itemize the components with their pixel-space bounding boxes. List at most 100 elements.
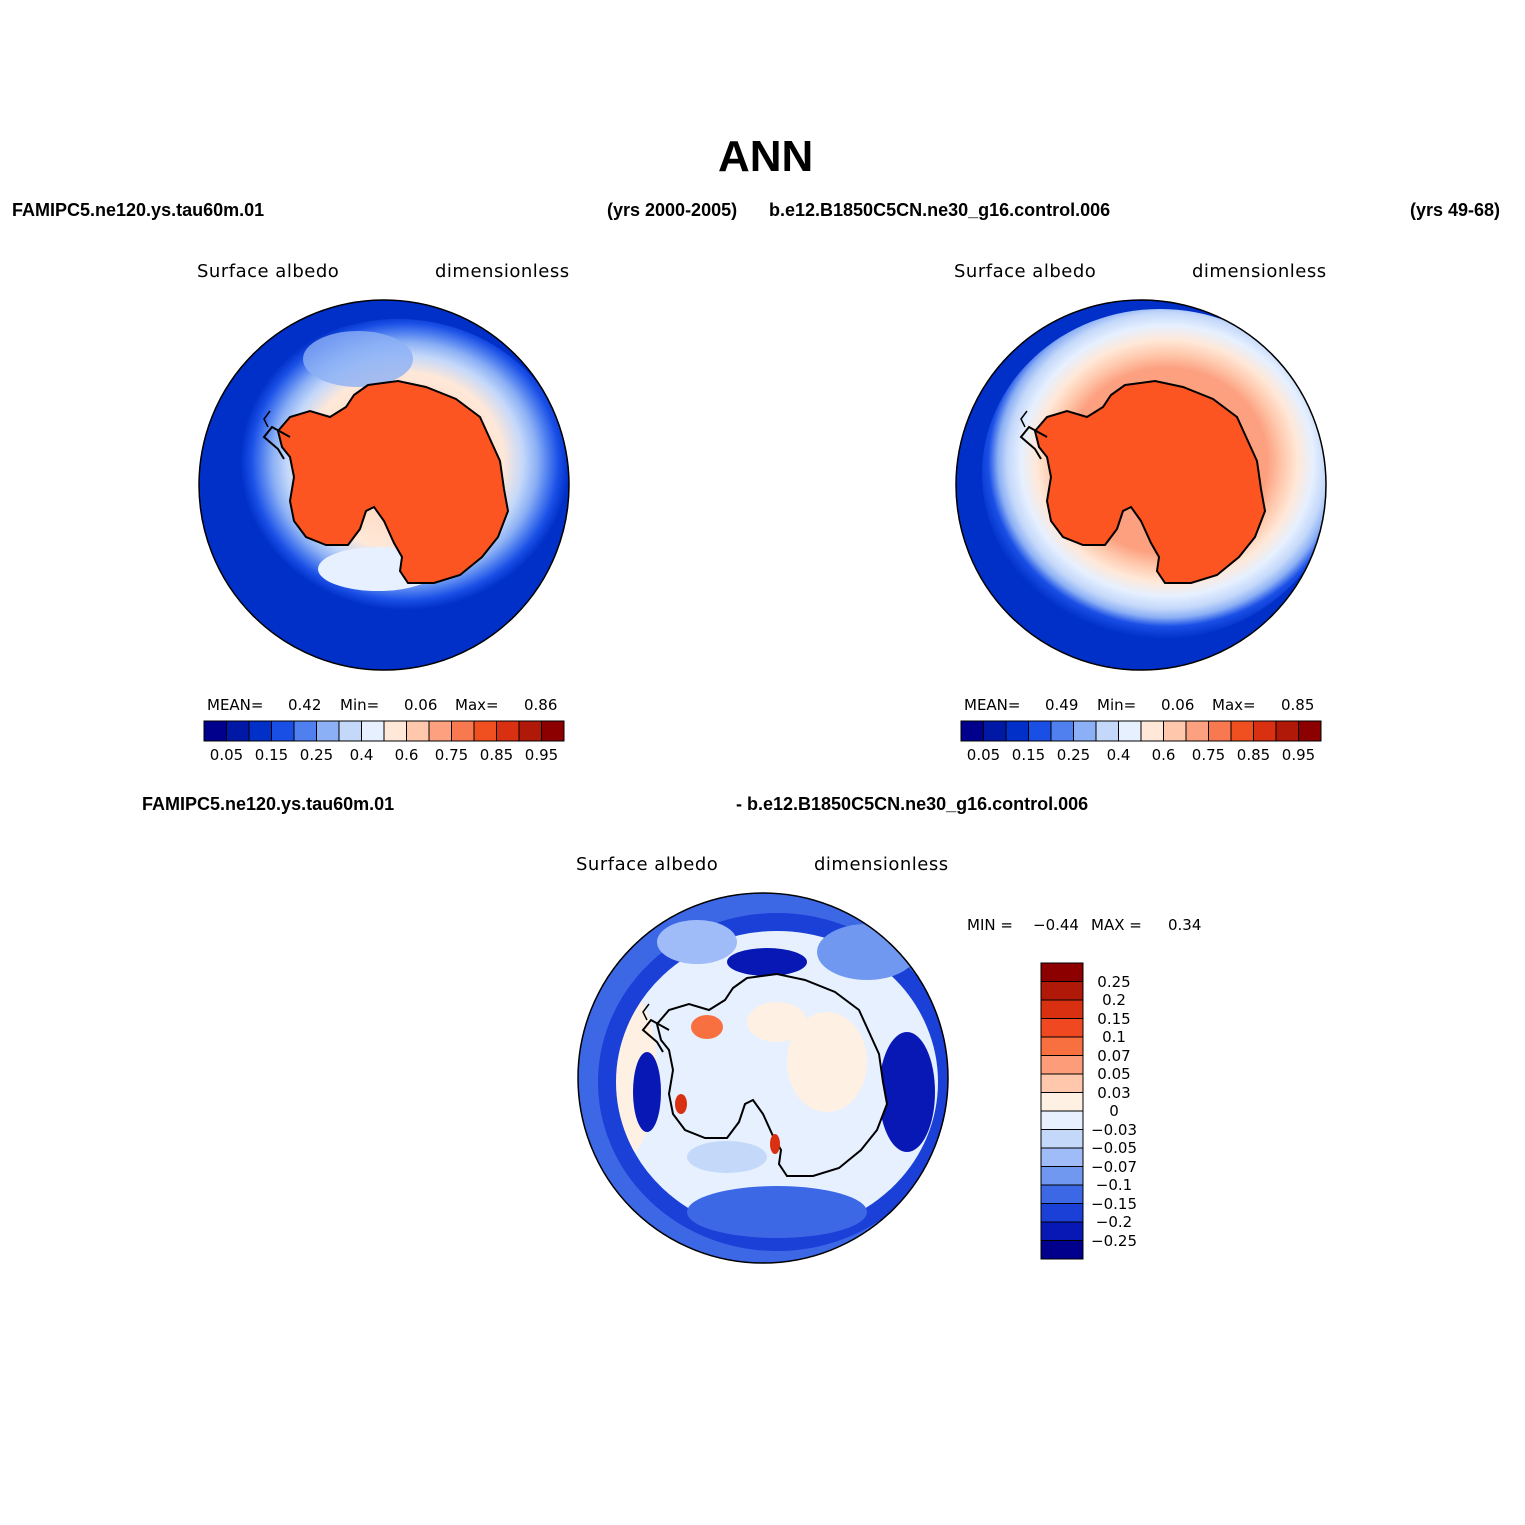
colorbar-tick-label: −0.1	[1095, 1176, 1133, 1194]
colorbar-tick-label: −0.25	[1091, 1231, 1137, 1250]
colorbar-swatch	[1208, 720, 1232, 742]
colorbar-swatch	[1040, 1110, 1084, 1130]
colorbar-tick-label: 0.1	[1102, 1028, 1126, 1046]
test-max-value: 0.86	[524, 696, 558, 714]
colorbar-swatch	[1040, 962, 1084, 982]
colorbar-swatch	[1050, 720, 1074, 742]
colorbar-swatch	[1040, 1166, 1084, 1186]
diff-max-value: 0.34	[1168, 916, 1202, 934]
colorbar-tick-label: −0.2	[1095, 1213, 1133, 1231]
colorbar-tick-label: 0.25	[1056, 746, 1091, 764]
colorbar-swatch	[1040, 1129, 1084, 1149]
control-mean-label: MEAN=	[964, 696, 1021, 714]
colorbar-swatch	[1040, 1018, 1084, 1038]
control-case-label: b.e12.B1850C5CN.ne30_g16.control.006	[769, 200, 1111, 220]
colorbar-tick-label: 0.05	[209, 746, 244, 764]
colorbar-swatch	[1095, 720, 1119, 742]
colorbar-swatch	[1230, 720, 1254, 742]
colorbar-tick-label: 0.4	[1106, 746, 1131, 764]
colorbar-swatch	[1040, 1073, 1084, 1093]
colorbar-swatch	[473, 720, 497, 742]
diff-min-label: MIN =	[967, 916, 1013, 934]
colorbar-swatch	[406, 720, 430, 742]
colorbar-tick-label: 0.75	[434, 746, 469, 764]
colorbar-swatch	[1028, 720, 1052, 742]
test-colorbar	[203, 720, 565, 742]
diff-case-right: - b.e12.B1850C5CN.ne30_g16.control.006	[736, 794, 1089, 814]
colorbar-swatch	[1040, 1221, 1084, 1241]
colorbar-swatch	[428, 720, 452, 742]
colorbar-tick-label: 0.05	[966, 746, 1001, 764]
control-colorbar	[960, 720, 1322, 742]
test-min-value: 0.06	[404, 696, 438, 714]
control-mean-value: 0.49	[1045, 696, 1079, 714]
control-polar-map	[955, 299, 1327, 671]
test-mean-value: 0.42	[288, 696, 322, 714]
colorbar-tick-label: 0.6	[1151, 746, 1176, 764]
colorbar-swatch	[1253, 720, 1277, 742]
colorbar-swatch	[451, 720, 475, 742]
colorbar-swatch	[1163, 720, 1187, 742]
control-units-label: dimensionless	[1192, 261, 1327, 282]
test-case-label: FAMIPC5.ne120.ys.tau60m.01	[12, 200, 265, 220]
colorbar-tick-label: 0.07	[1097, 1046, 1131, 1065]
colorbar-swatch	[1005, 720, 1029, 742]
colorbar-swatch	[1040, 999, 1084, 1019]
diff-units-label: dimensionless	[814, 854, 949, 875]
colorbar-swatch	[1040, 1240, 1084, 1260]
colorbar-swatch	[1040, 1055, 1084, 1075]
colorbar-swatch	[383, 720, 407, 742]
diff-colorbar	[1040, 962, 1084, 1260]
figure-title: ANN	[718, 132, 814, 181]
colorbar-tick-label: 0.6	[394, 746, 419, 764]
colorbar-tick-label: 0.25	[299, 746, 334, 764]
control-min-label: Min=	[1097, 696, 1137, 714]
colorbar-tick-label: 0.95	[1281, 746, 1316, 764]
colorbar-tick-label: 0.15	[1097, 1009, 1131, 1028]
control-min-value: 0.06	[1161, 696, 1195, 714]
colorbar-tick-label: 0.95	[524, 746, 559, 764]
colorbar-swatch	[1185, 720, 1209, 742]
diff-max-label: MAX =	[1091, 916, 1142, 934]
test-min-label: Min=	[340, 696, 380, 714]
colorbar-swatch	[203, 720, 227, 742]
colorbar-tick-label: 0.85	[1236, 746, 1271, 764]
colorbar-swatch	[1140, 720, 1164, 742]
colorbar-swatch	[1040, 1184, 1084, 1204]
colorbar-tick-label: 0	[1109, 1102, 1119, 1120]
colorbar-tick-label: −0.05	[1091, 1139, 1137, 1157]
colorbar-swatch	[248, 720, 272, 742]
colorbar-tick-label: −0.07	[1091, 1157, 1137, 1176]
colorbar-swatch	[1040, 981, 1084, 1001]
test-polar-map	[198, 299, 570, 671]
colorbar-swatch	[316, 720, 340, 742]
test-units-label: dimensionless	[435, 261, 570, 282]
diff-variable-label: Surface albedo	[576, 854, 719, 875]
colorbar-swatch	[361, 720, 385, 742]
antarctica-landmass	[276, 379, 510, 584]
antarctica-landmass	[1033, 379, 1267, 584]
colorbar-tick-label: 0.4	[349, 746, 374, 764]
colorbar-tick-label: 0.15	[1011, 746, 1046, 764]
colorbar-swatch	[1073, 720, 1097, 742]
colorbar-tick-label: 0.85	[479, 746, 514, 764]
control-years-label: (yrs 49-68)	[1410, 200, 1501, 220]
control-variable-label: Surface albedo	[954, 261, 1097, 282]
colorbar-swatch	[1118, 720, 1142, 742]
colorbar-tick-label: −0.15	[1091, 1194, 1137, 1213]
test-variable-label: Surface albedo	[197, 261, 340, 282]
colorbar-tick-label: 0.25	[1097, 972, 1131, 991]
colorbar-swatch	[271, 720, 295, 742]
colorbar-tick-label: 0.15	[254, 746, 289, 764]
colorbar-swatch	[1275, 720, 1299, 742]
control-max-label: Max=	[1212, 696, 1256, 714]
test-years-label: (yrs 2000-2005)	[607, 200, 738, 220]
control-max-value: 0.85	[1281, 696, 1315, 714]
test-max-label: Max=	[455, 696, 499, 714]
diff-polar-map	[577, 892, 949, 1264]
colorbar-swatch	[541, 720, 565, 742]
colorbar-swatch	[496, 720, 520, 742]
colorbar-tick-label: 0.2	[1102, 991, 1126, 1009]
colorbar-swatch	[338, 720, 362, 742]
colorbar-swatch	[1040, 1036, 1084, 1056]
